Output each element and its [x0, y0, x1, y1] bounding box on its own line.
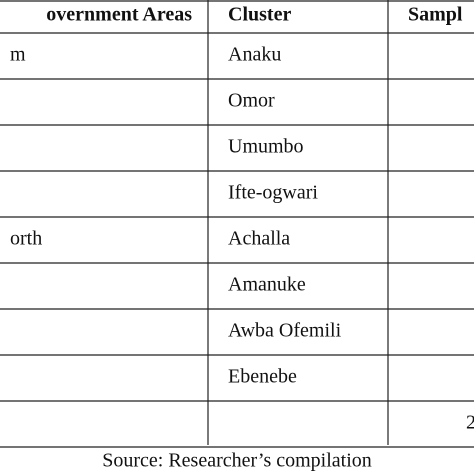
- cluster-cell: Umumbo: [228, 136, 304, 158]
- caption: Source: Researcher’s compilation: [102, 450, 372, 472]
- cluster-cell: Awba Ofemili: [228, 320, 342, 342]
- header-cell: overnment Areas: [46, 4, 192, 26]
- cluster-cell: Omor: [228, 90, 275, 112]
- area-cell: m: [10, 44, 26, 66]
- header-cell: Cluster: [228, 4, 291, 26]
- cluster-cell: Amanuke: [228, 274, 306, 296]
- header-cell: Sampl: [408, 4, 463, 26]
- cluster-cell: Ifte-ogwari: [228, 182, 318, 204]
- cluster-cell: Anaku: [228, 44, 281, 66]
- sample-cell: 2: [466, 412, 474, 434]
- area-cell: orth: [10, 228, 42, 250]
- cluster-cell: Achalla: [228, 228, 290, 250]
- cluster-cell: Ebenebe: [228, 366, 297, 388]
